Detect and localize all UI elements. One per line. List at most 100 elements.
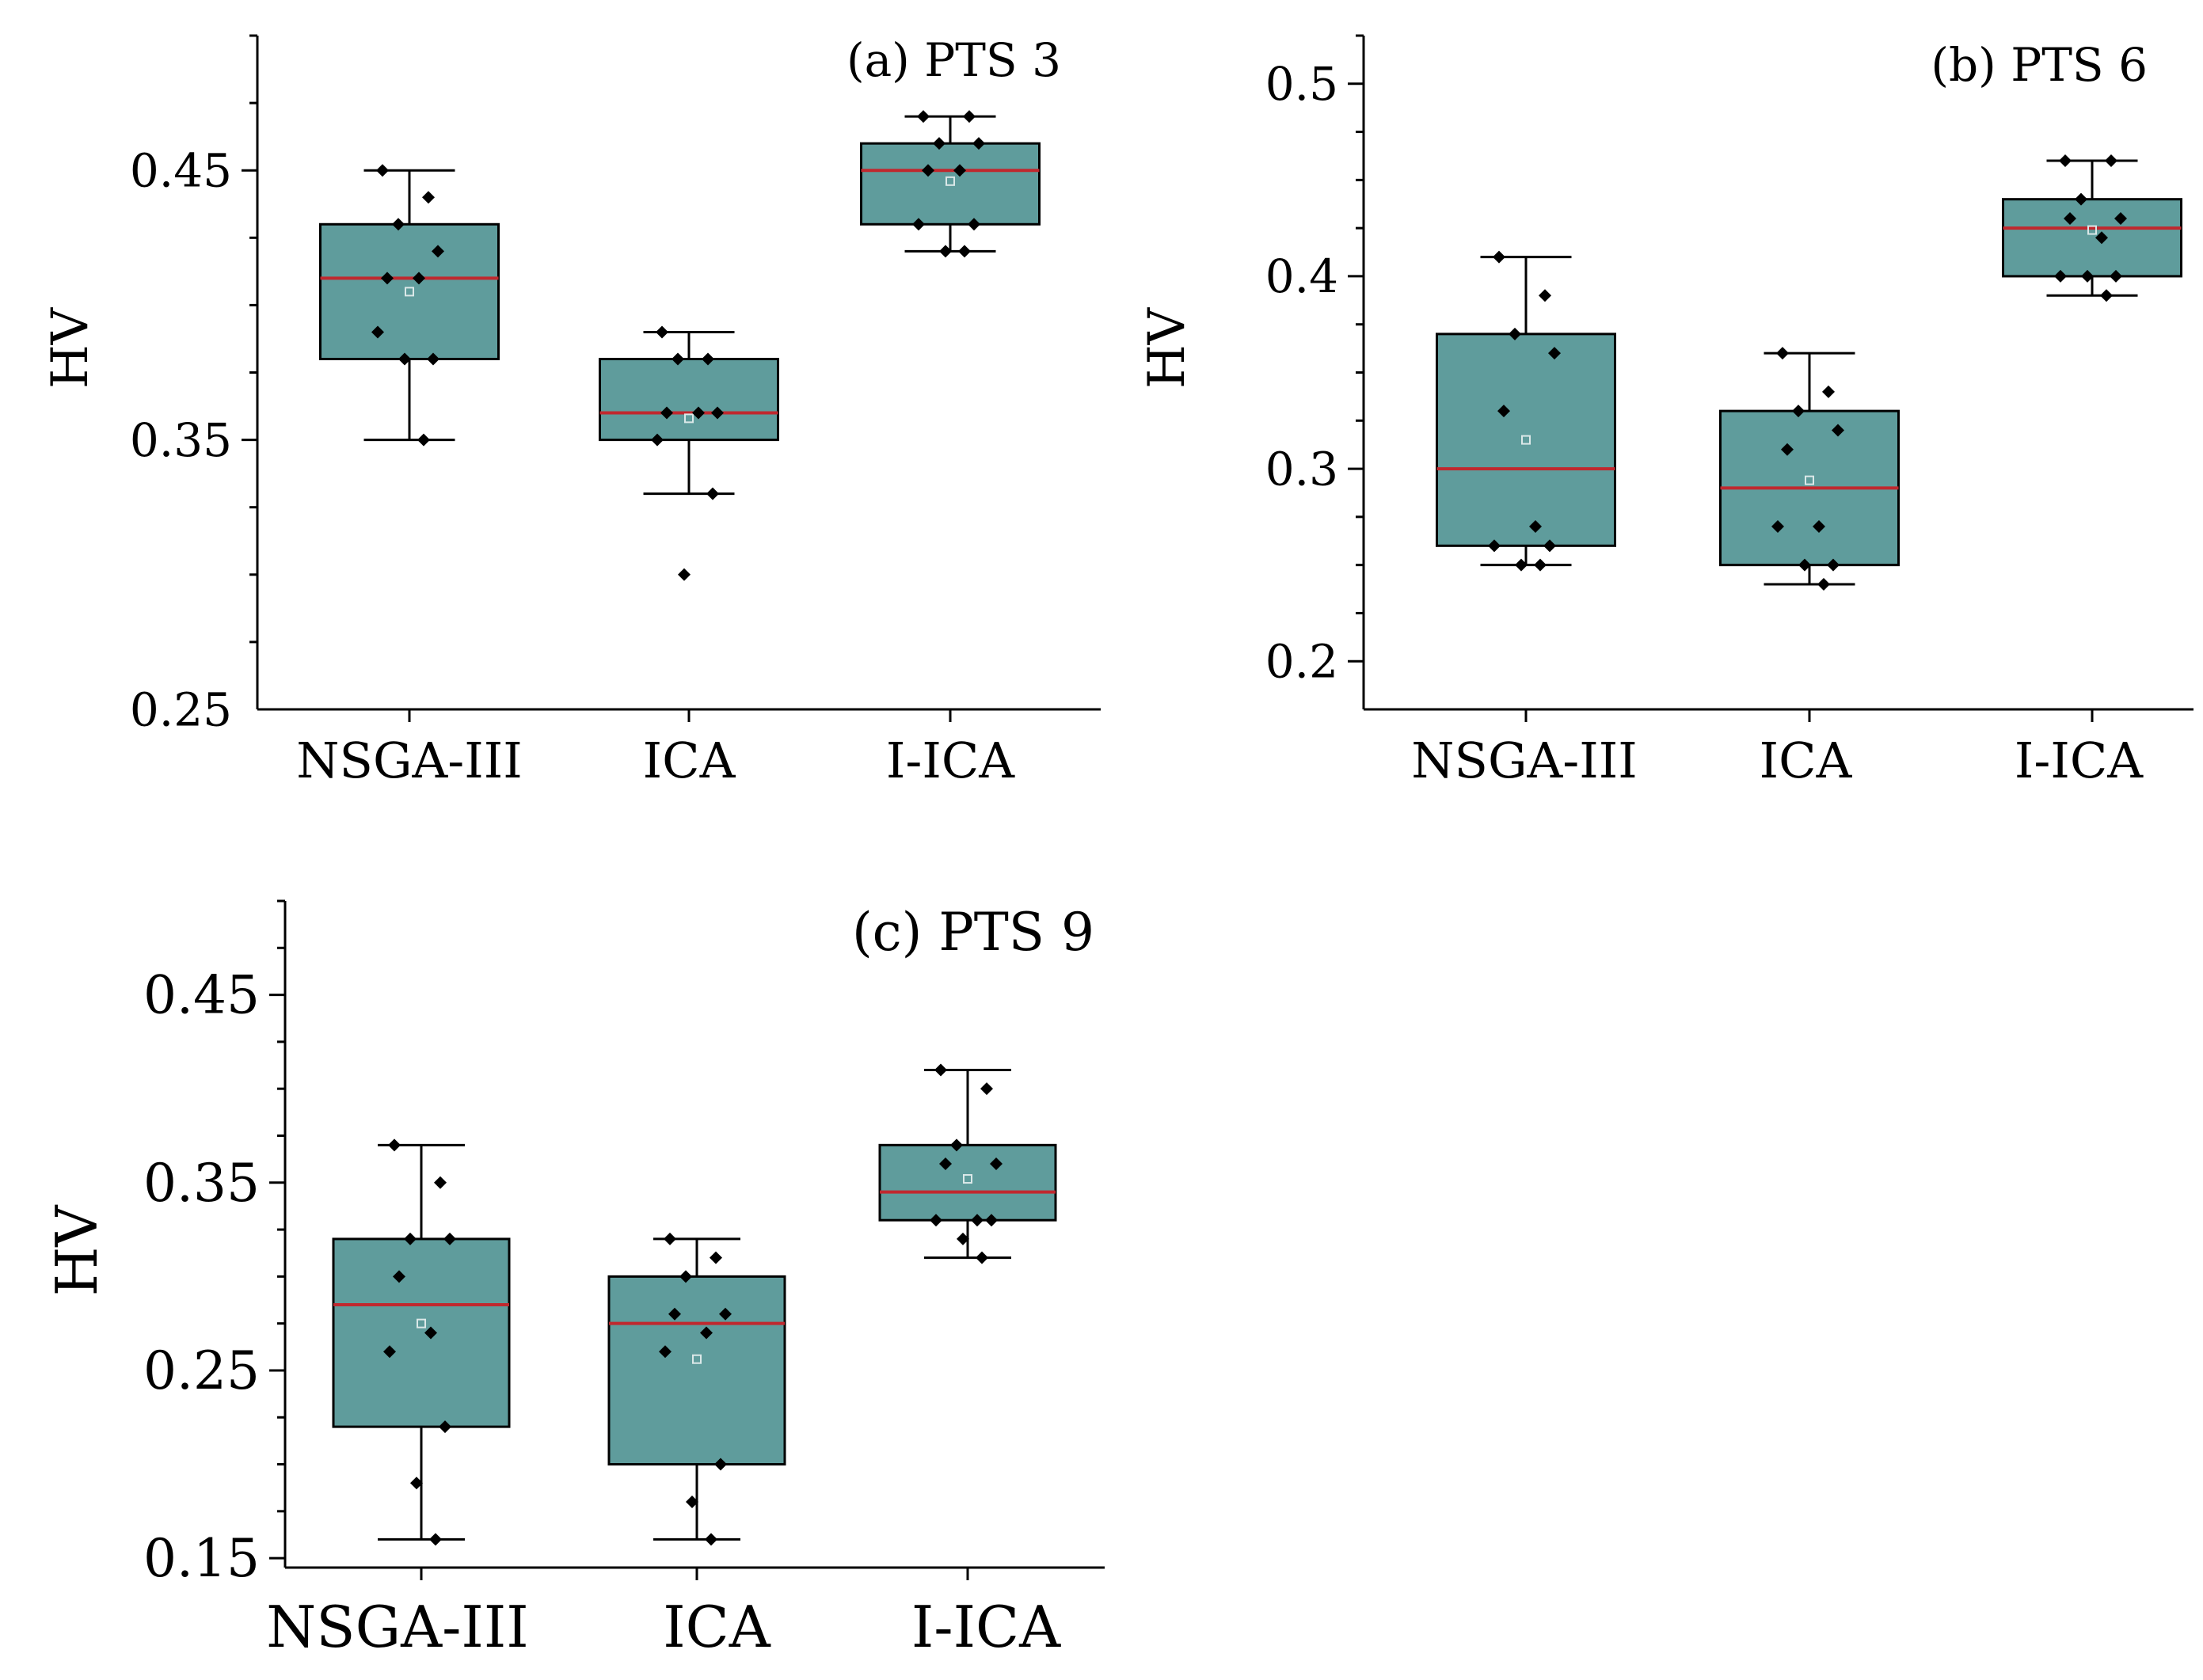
panel-b-nsgaiii-data-point [1539,289,1551,302]
panel-a-iica-data-point [958,245,971,258]
panel-c-iica-data-point [939,1157,952,1171]
panel-b-iica-data-point [2054,269,2067,283]
panel-a-nsgaiii-data-point [432,245,444,258]
panel-a-pts3: (a) PTS 3 HV NSGA-III ICA I-ICA 0.25 0.35… [41,33,1101,789]
panel-c-nsgaiii-data-point [383,1345,396,1359]
panel-b-iica-data-point [2114,211,2127,225]
panel-b-iica-data-point [2059,154,2072,168]
panel-c-iica-data-point [976,1251,988,1264]
panel-a-ica-data-point [656,325,668,339]
panel-b-ica-data-point [1827,558,1840,572]
panel-a-nsgaiii-mean-marker [405,287,414,297]
panel-c-ica-data-point [686,1495,698,1508]
panel-c-ytick-label: 0.45 [143,965,260,1026]
panel-a-nsgaiii-data-point [392,218,405,231]
panel-c-ica-box [607,1275,786,1466]
panel-a-nsgaiii-box [319,222,500,360]
panel-c-title: (c) PTS 9 [852,902,1094,963]
panel-b-xtick-ica: ICA [1760,732,1853,789]
panel-c-iica-data-point [971,1214,984,1227]
panel-c-xtick-iica: I-ICA [911,1594,1061,1660]
panel-b-nsgaiii-data-point [1497,405,1510,418]
panel-c-iica-mean-marker [963,1174,972,1184]
panel-b-iica-data-point [2095,231,2108,245]
panel-c-nsgaiii-data-point [424,1326,437,1340]
panel-b-nsgaiii-mean-marker [1521,435,1531,445]
panel-a-ica-mean-marker [684,413,694,424]
panel-b-title: (b) PTS 6 [1931,38,2148,92]
panel-a-iica-box [860,142,1041,226]
panel-a-ica-box [599,357,779,442]
panel-c-ica-data-point [714,1458,727,1471]
panel-c-ytick-label: 0.15 [143,1528,260,1589]
panel-c-nsgaiii-data-point [439,1420,451,1434]
panel-b-nsgaiii-data-point [1515,558,1528,572]
panel-a-iica-data-point [968,218,980,231]
panel-b-iica-data-point [2105,154,2117,168]
panel-b-nsgaiii-data-point [1488,539,1501,553]
panel-b-ica-data-point [1817,577,1830,591]
panel-a-iica-data-point [939,245,952,258]
panel-c-nsgaiii-mean-marker [417,1318,426,1328]
panel-b-ytick-label: 0.4 [1265,249,1338,303]
panel-a-ica-data-point [692,406,705,420]
panel-a-xtick-ica: ICA [643,732,736,789]
panel-b-nsgaiii-box [1436,333,1616,547]
panel-a-ylabel: HV [41,306,100,389]
panel-a-iica-mean-marker [946,176,955,186]
panel-a-ytick-label: 0.25 [130,682,232,736]
panel-b-iica-data-point [2100,289,2113,302]
panel-a-iica-data-point [922,164,934,177]
panel-c-ylabel: HV [44,1204,110,1297]
panel-c-iica-data-point [930,1214,942,1227]
panel-a-ica-data-point [711,406,724,420]
panel-b-nsgaiii-data-point [1534,558,1547,572]
panel-a-nsgaiii-data-point [422,191,435,204]
panel-b-pts6: (b) PTS 6 HV NSGA-III ICA I-ICA 0.2 0.3 0.… [1138,34,2193,789]
panel-b-ytick-label: 0.3 [1265,442,1338,496]
panel-b-nsgaiii-data-point [1543,539,1556,553]
panel-b-nsgaiii-data-point [1509,327,1521,340]
panel-c-ytick-label: 0.35 [143,1153,260,1214]
panel-a-iica-data-point [933,137,946,150]
panel-c-pts9: (c) PTS 9 HV NSGA-III ICA I-ICA 0.15 0.25… [44,899,1105,1660]
panel-a-nsgaiii-data-point [417,433,430,447]
panel-c-ica-mean-marker [692,1354,702,1364]
panel-b-ica-data-point [1776,347,1789,360]
panel-a-nsgaiii-data-point [398,352,411,366]
panel-c-ica-data-point [659,1345,672,1359]
panel-c-ica-data-point [705,1533,717,1546]
panel-c-ica-data-point [719,1307,732,1321]
panel-a-iica-data-point [912,218,925,231]
panel-a-nsgaiii-data-point [371,325,384,339]
panel-b-ytick-label: 0.2 [1265,635,1338,689]
panel-b-ytick-label: 0.5 [1265,57,1338,111]
panel-a-nsgaiii-data-point [381,272,394,285]
panel-b-xtick-nsga3: NSGA-III [1411,732,1637,789]
panel-b-xtick-iica: I-ICA [2015,732,2144,789]
panel-c-iica-data-point [985,1214,998,1227]
panel-c-ica-data-point [679,1270,692,1283]
panel-c-ica-data-point [668,1307,681,1321]
panel-a-iica-data-point [953,164,966,177]
panel-a-nsgaiii-data-point [413,272,425,285]
panel-a-nsgaiii-data-point [427,352,439,366]
panel-b-iica-data-point [2081,269,2094,283]
panel-c-nsgaiii-data-point [410,1477,423,1490]
panel-b-iica-data-point [2075,192,2087,206]
panel-c-xtick-ica: ICA [663,1594,771,1660]
panel-a-nsgaiii-data-point [376,164,389,177]
panel-c-iica-data-point [950,1138,963,1152]
panel-b-iica-box [2002,198,2182,278]
panel-c-xtick-nsga3: NSGA-III [266,1594,529,1660]
panel-b-ylabel: HV [1138,306,1197,389]
panel-a-xtick-nsga3: NSGA-III [296,732,522,789]
panel-b-ica-data-point [1813,520,1825,534]
panel-b-nsgaiii-data-point [1493,250,1505,264]
panel-a-ica-data-point [678,568,691,581]
panel-c-nsgaiii-data-point [393,1270,405,1283]
panel-c-ica-data-point [710,1251,722,1264]
panel-c-iica-data-point [980,1082,993,1096]
panel-a-ica-data-point [672,352,684,366]
